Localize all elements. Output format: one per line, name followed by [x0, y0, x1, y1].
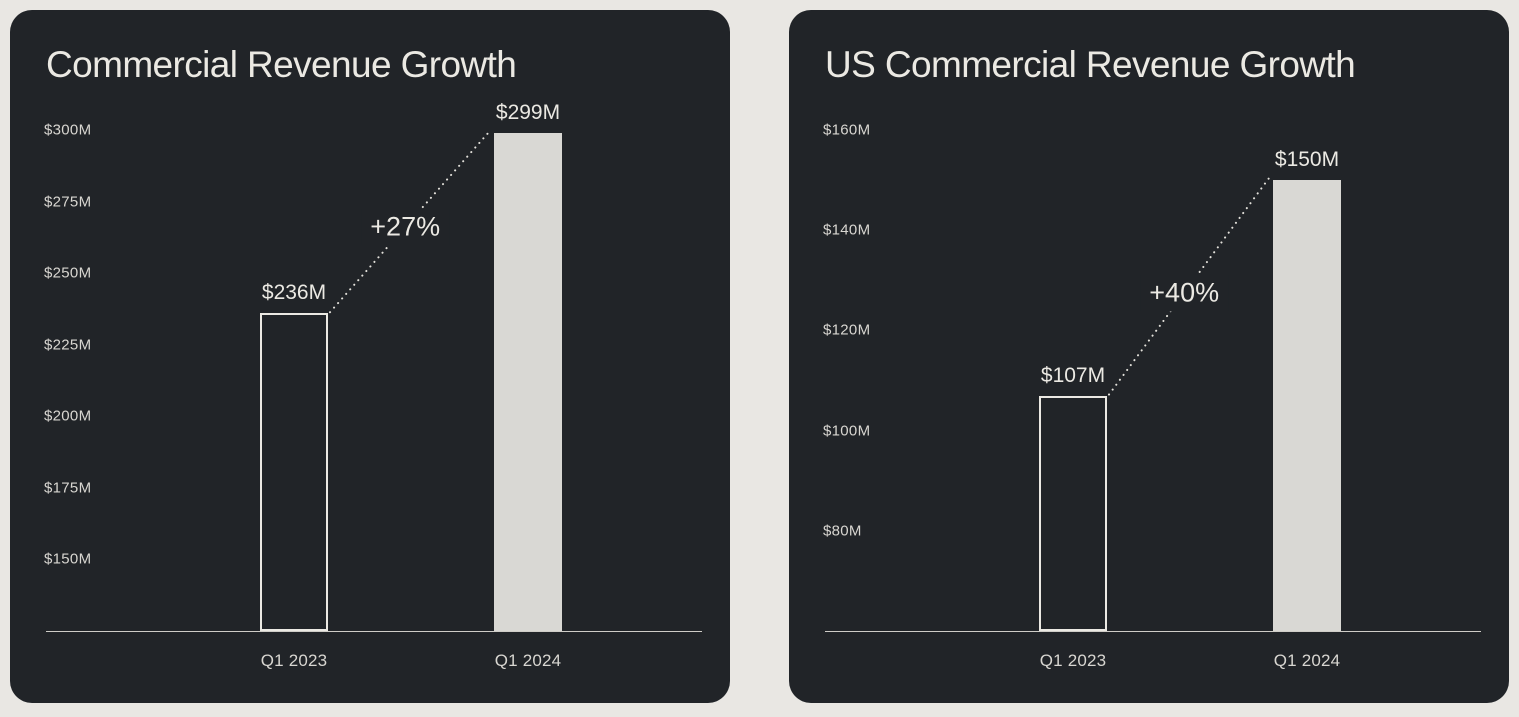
- growth-connector-line: [1108, 177, 1270, 396]
- bar-q1-2023: [260, 313, 328, 631]
- x-axis-category-label: Q1 2023: [1039, 651, 1107, 670]
- y-axis-tick-label: $160M: [823, 121, 871, 139]
- bar-value-label: $150M: [1274, 148, 1340, 172]
- y-axis-tick-label: $225M: [44, 336, 92, 354]
- bar-value-label: $236M: [261, 281, 327, 305]
- growth-connector-line: [329, 129, 491, 314]
- plot-area: $300M $275M $250M $225M $200M $175M $150M $236M…: [10, 10, 730, 703]
- x-axis-category-label: Q1 2024: [494, 651, 562, 670]
- y-axis-tick-label: $175M: [44, 479, 92, 497]
- y-axis-tick-label: $120M: [823, 321, 871, 339]
- y-axis-tick-label: $140M: [823, 221, 871, 239]
- x-axis-category-label: Q1 2024: [1273, 651, 1341, 670]
- bar-q1-2024: [494, 132, 562, 631]
- y-axis-tick-label: $80M: [823, 522, 862, 540]
- plot-area: $160M $140M $120M $100M $80M $107M Q1 2023 $150…: [789, 10, 1509, 703]
- y-axis-tick-label: $100M: [823, 422, 871, 440]
- chart-card-us-commercial-revenue: US Commercial Revenue Growth $160M $140M $…: [789, 10, 1509, 703]
- y-axis-tick-label: $300M: [44, 121, 92, 139]
- bar-value-label: $107M: [1040, 363, 1106, 387]
- y-axis-tick-label: $150M: [44, 550, 92, 568]
- growth-percentage-annotation: +40%: [1140, 274, 1229, 312]
- chart-card-commercial-revenue: Commercial Revenue Growth $300M $275M $250…: [10, 10, 730, 703]
- chart-title: US Commercial Revenue Growth: [825, 44, 1356, 85]
- chart-title: Commercial Revenue Growth: [46, 44, 517, 85]
- bar-value-label: $299M: [495, 100, 561, 124]
- y-axis-tick-label: $275M: [44, 193, 92, 211]
- bar-q1-2023: [1039, 395, 1107, 631]
- y-axis-tick-label: $250M: [44, 264, 92, 282]
- bar-q1-2024: [1273, 180, 1341, 631]
- x-axis-line: [825, 631, 1481, 632]
- x-axis-line: [46, 631, 702, 632]
- growth-percentage-annotation: +27%: [361, 208, 450, 246]
- y-axis-tick-label: $200M: [44, 407, 92, 425]
- x-axis-category-label: Q1 2023: [260, 651, 328, 670]
